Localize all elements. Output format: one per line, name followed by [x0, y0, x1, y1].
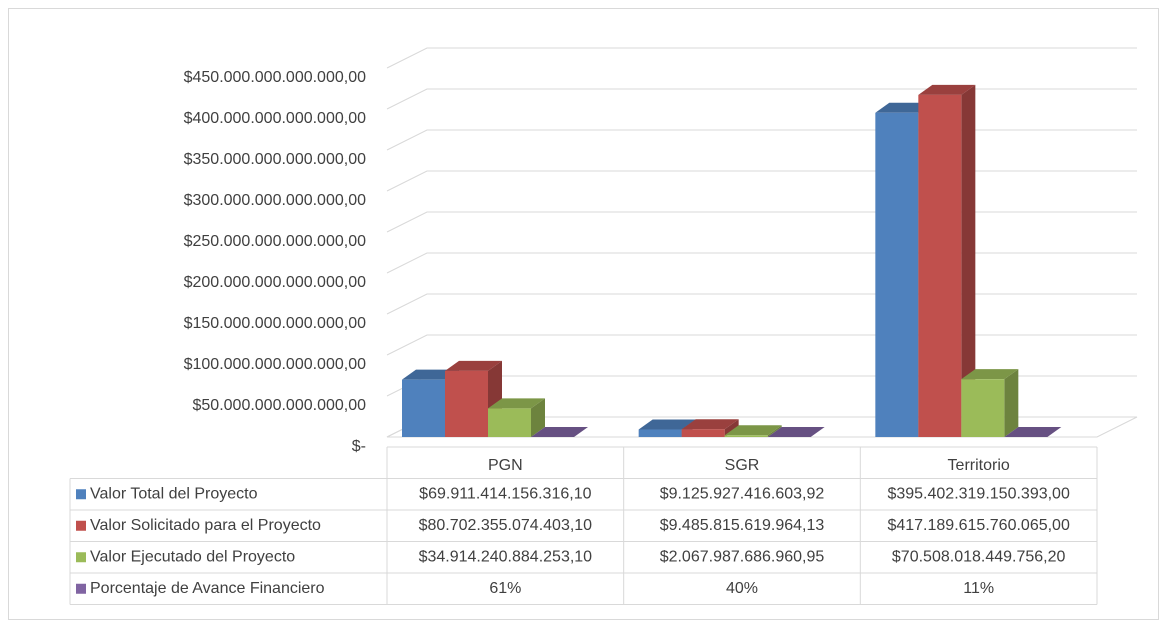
bar-top [918, 84, 976, 95]
grid-line [386, 47, 1137, 69]
table-value: 61% [489, 580, 521, 597]
bar [681, 429, 725, 437]
bar [638, 429, 682, 437]
table-value: $9.125.927.416.603,92 [660, 485, 825, 502]
bar [488, 408, 531, 437]
bar-side [961, 84, 976, 438]
bar-top [1004, 427, 1062, 437]
category-label: Territorio [948, 457, 1010, 474]
bar-side [767, 425, 782, 437]
bar-top [875, 102, 933, 113]
table-value: $395.402.319.150.393,00 [887, 485, 1070, 502]
bar-top [767, 427, 825, 437]
table-value: $80.702.355.074.403,10 [419, 517, 593, 534]
grid-line [386, 88, 1137, 110]
bar [724, 435, 768, 437]
table-value: $69.911.414.156.316,10 [419, 485, 591, 502]
table-value: $2.067.987.686.960,95 [660, 548, 825, 565]
bar-top [681, 419, 739, 430]
bar [961, 379, 1005, 437]
bar-top [402, 369, 459, 380]
bar-top [961, 369, 1019, 380]
y-tick-label: $- [352, 438, 366, 455]
category-label: SGR [725, 457, 760, 474]
legend-label: Valor Ejecutado del Proyecto [90, 548, 295, 565]
bar-top [638, 419, 696, 430]
bar [445, 370, 488, 437]
y-tick-label: $100.000.000.000.000,00 [184, 356, 367, 373]
table-value: $417.189.615.760.065,00 [887, 517, 1070, 534]
table-value: 11% [963, 580, 994, 597]
legend-swatch [76, 583, 86, 594]
y-tick-label: $250.000.000.000.000,00 [184, 233, 367, 250]
bar-side [531, 398, 545, 437]
bar-side [724, 419, 739, 437]
bar [402, 379, 445, 437]
bar-top [531, 427, 588, 437]
y-tick-label: $400.000.000.000.000,00 [184, 110, 367, 127]
bar [875, 112, 919, 438]
legend-label: Valor Total del Proyecto [90, 485, 258, 502]
legend-swatch [76, 520, 86, 531]
legend-swatch [76, 552, 86, 563]
table-value: 40% [726, 580, 758, 597]
bar-top [724, 425, 782, 436]
bar-side [1004, 369, 1019, 437]
y-tick-label: $50.000.000.000.000,00 [193, 397, 367, 414]
table-value: $70.508.018.449.756,20 [892, 548, 1066, 565]
y-tick-label: $350.000.000.000.000,00 [184, 151, 367, 168]
y-tick-label: $150.000.000.000.000,00 [184, 315, 367, 332]
table-value: $34.914.240.884.253,10 [419, 548, 593, 565]
bar [918, 94, 962, 438]
y-tick-label: $200.000.000.000.000,00 [184, 274, 367, 291]
legend-label: Valor Solicitado para el Proyecto [90, 517, 321, 534]
bar-top [445, 360, 502, 371]
category-label: PGN [488, 457, 523, 474]
y-tick-label: $450.000.000.000.000,00 [184, 69, 367, 86]
legend-swatch [76, 489, 86, 500]
table-value: $9.485.815.619.964,13 [660, 517, 825, 534]
bar-top [488, 398, 545, 409]
legend-label: Porcentaje de Avance Financiero [90, 580, 325, 597]
y-tick-label: $300.000.000.000.000,00 [184, 192, 367, 209]
